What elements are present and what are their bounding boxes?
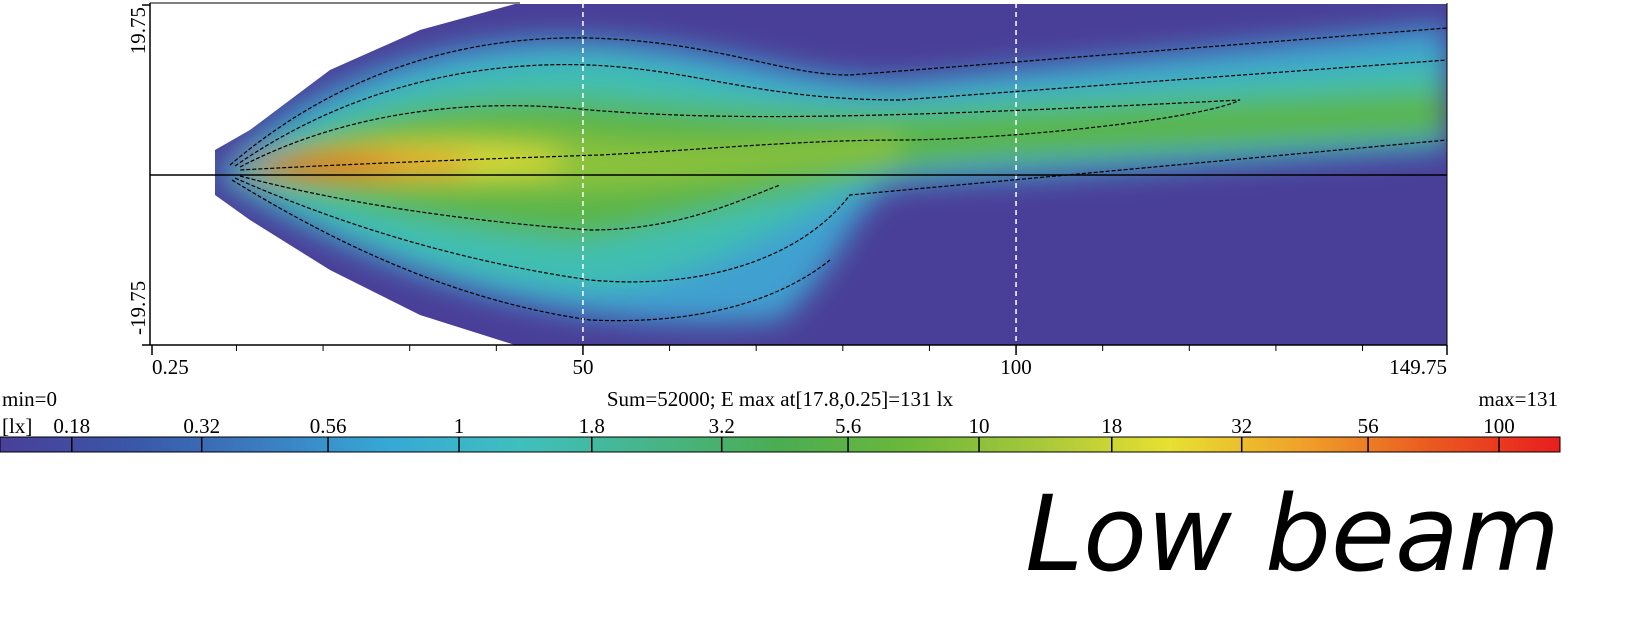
colorbar-unit: [lx] — [2, 414, 32, 438]
colorbar — [0, 436, 1561, 453]
colorbar-tick-label: 1 — [454, 414, 465, 438]
colorbar-tick-label: 32 — [1231, 414, 1252, 438]
colorbar-tick-label: 1.8 — [579, 414, 605, 438]
colorbar-tick-label: 56 — [1358, 414, 1379, 438]
colorbar-max-label: max=131 — [1479, 387, 1559, 411]
colorbar-tick-label: 5.6 — [835, 414, 861, 438]
colorbar-tick-label: 100 — [1483, 414, 1515, 438]
x-tick-label: 149.75 — [1389, 355, 1447, 379]
colorbar-tick-label: 0.56 — [310, 414, 347, 438]
contour-lines — [229, 27, 1447, 322]
colorbar-tick-label: 10 — [969, 414, 990, 438]
chart-title: Low beam — [1025, 473, 1560, 595]
colorbar-tick-label: 0.32 — [183, 414, 220, 438]
x-tick-label: 0.25 — [152, 355, 189, 379]
axes — [149, 2, 1448, 346]
x-tick-label: 100 — [1000, 355, 1032, 379]
colorbar-min-label: min=0 — [2, 387, 57, 411]
heat-field — [215, 4, 1447, 345]
colorbar-tick-label: 0.18 — [53, 414, 90, 438]
colorbar-tick-label: 18 — [1101, 414, 1122, 438]
y-tick-label: -19.75 — [126, 281, 150, 335]
colorbar-tick-label: 3.2 — [709, 414, 735, 438]
x-tick-label: 50 — [572, 355, 593, 379]
y-tick-label: 19.75 — [126, 7, 150, 54]
annotation: Sum=52000; E max at[17.8,0.25]=131 lx — [607, 387, 954, 411]
